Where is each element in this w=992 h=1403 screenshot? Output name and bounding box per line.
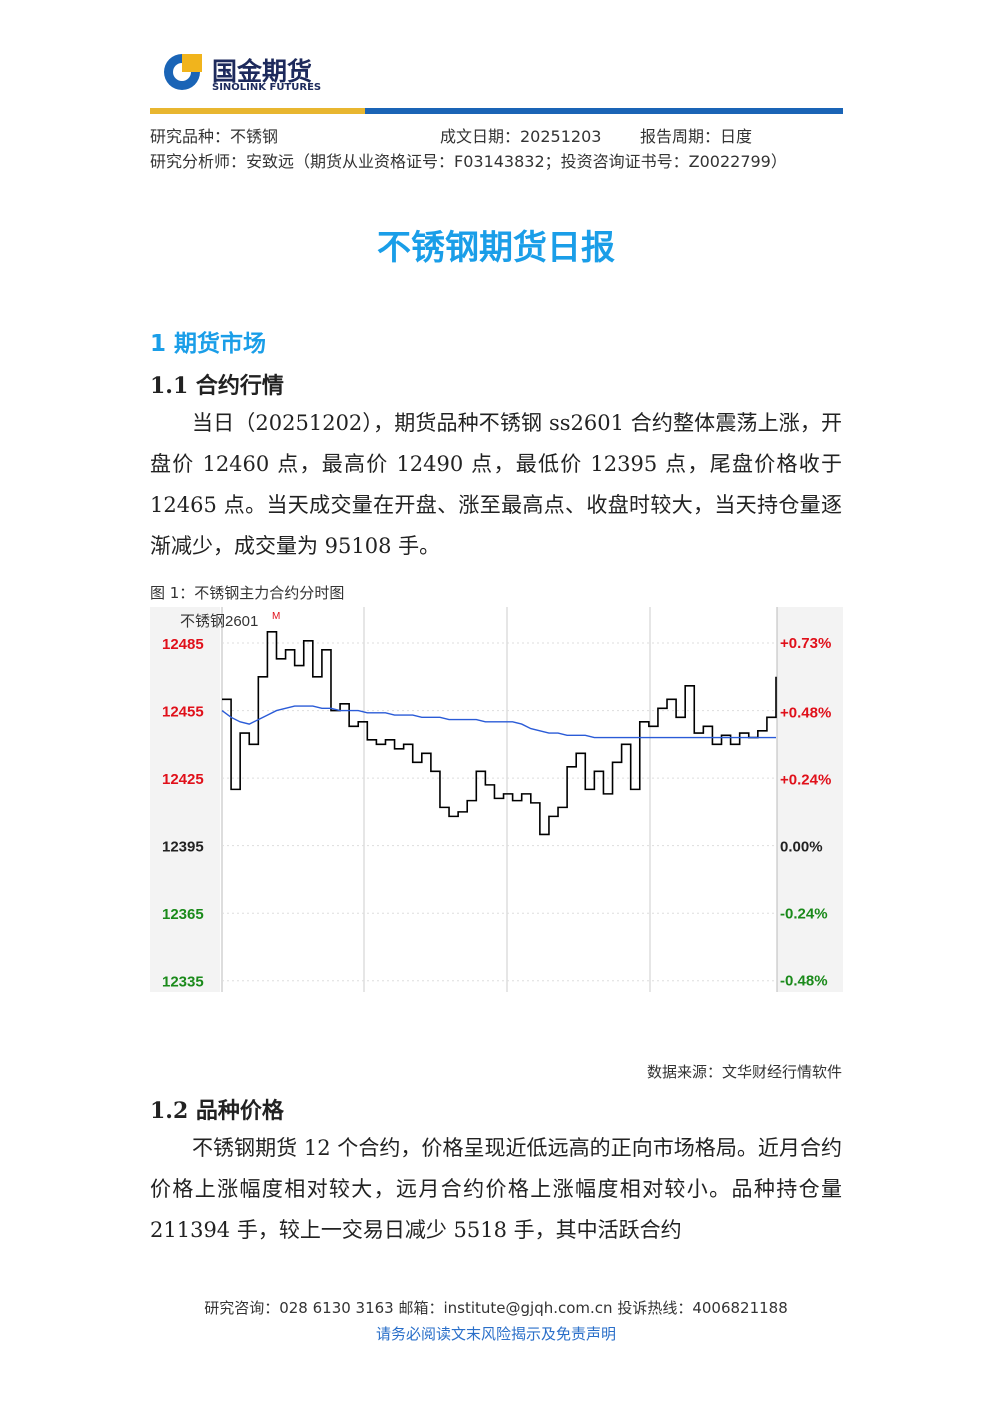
paragraph: 当日（20251202），期货品种不锈钢 ss2601 合约整体震荡上涨，开盘价… (150, 411, 842, 558)
header-bar (365, 108, 843, 114)
paragraph: 不锈钢期货 12 个合约，价格呈现近低远高的正向市场格局。近月合约价格上涨幅度相… (150, 1136, 842, 1242)
y-tick-label: 12365 (162, 906, 204, 923)
header-bar (150, 108, 365, 114)
title: 不锈钢期货日报 (377, 228, 615, 268)
source: 数据来源：文华财经行情软件 (646, 1063, 842, 1081)
chart-title-mark: M (272, 611, 280, 622)
y2-tick-label: 0.00% (780, 839, 823, 856)
meta: 报告周期：日度 (640, 127, 753, 146)
figure-caption: 图 1：不锈钢主力合约分时图 (150, 584, 345, 602)
logo-subtext: SINOLINK FUTURES (212, 82, 322, 93)
chart: 不锈钢2601 M 12485 12455 12425 12395 12365 12335… (150, 607, 843, 992)
meta: 研究品种：不锈钢 (150, 127, 279, 146)
meta: 成文日期：20251203 (440, 127, 602, 146)
y-tick-label: 12485 (162, 636, 204, 653)
meta: 研究分析师：安致远（期货从业资格证号：F03143832；投资咨询证书号：Z00… (150, 152, 787, 171)
y2-tick-label: -0.48% (780, 973, 828, 990)
series-line (222, 630, 777, 836)
section-heading: 1 期货市场 (150, 331, 267, 357)
subsection-heading: 1.1 合约行情 (150, 373, 284, 399)
y-tick-label: 12335 (162, 974, 204, 991)
footer-contact: 研究咨询：028 6130 3163 邮箱：institute@gjqh.com… (204, 1299, 788, 1317)
subsection-heading: 1.2 品种价格 (150, 1098, 284, 1124)
y-tick-label: 12455 (162, 704, 204, 721)
logo-text: 国金期货 (212, 57, 313, 86)
axis-panel (777, 607, 843, 992)
footer-disclaimer: 请务必阅读文末风险揭示及免责声明 (375, 1325, 616, 1343)
y-tick-label: 12395 (162, 839, 204, 856)
y2-tick-label: +0.24% (780, 772, 831, 789)
chart-title: 不锈钢2601 (180, 613, 258, 630)
y2-tick-label: +0.73% (780, 635, 831, 652)
y-tick-label: 12425 (162, 771, 204, 788)
logo-icon (164, 54, 202, 90)
y2-tick-label: +0.48% (780, 705, 831, 722)
chart-bg (150, 607, 843, 992)
axis-panel (150, 607, 220, 992)
y2-tick-label: -0.24% (780, 906, 828, 923)
series-line (221, 705, 776, 739)
